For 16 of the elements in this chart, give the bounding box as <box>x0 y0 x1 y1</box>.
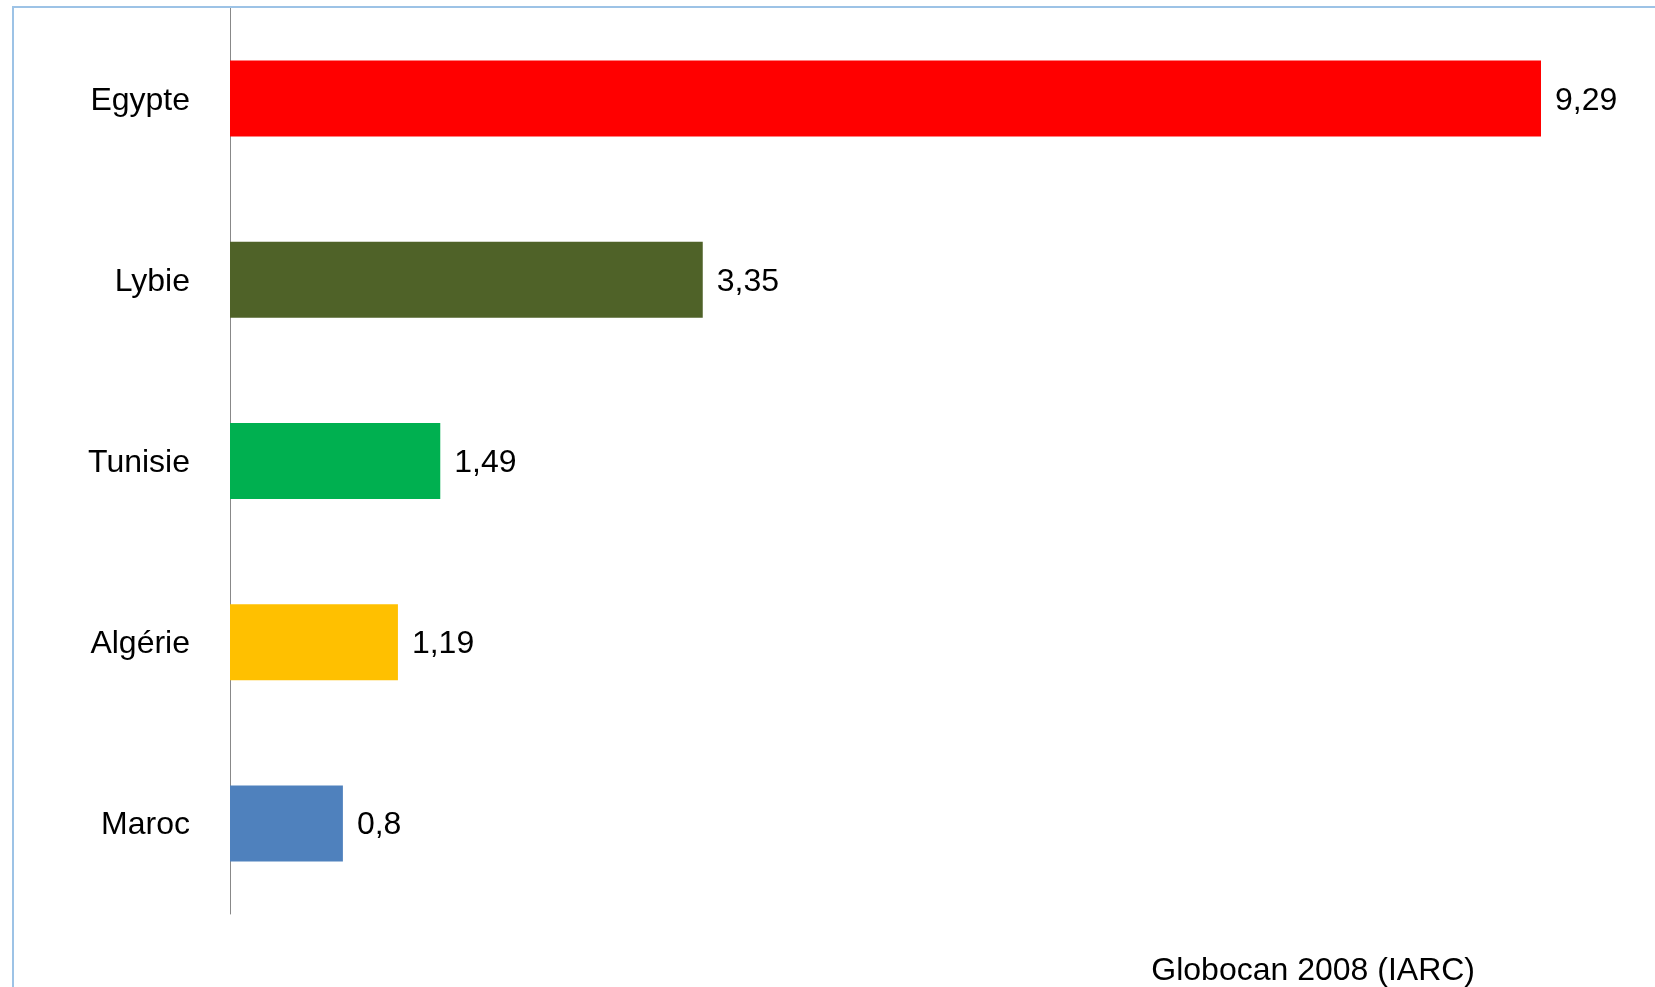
y-tick-label: Tunisie <box>88 443 190 479</box>
bar <box>230 423 441 499</box>
text: Globocan 2008 (IARC) <box>1151 951 1475 987</box>
data-label: 3,35 <box>716 261 780 298</box>
data-label: 0,8 <box>356 805 402 842</box>
bar <box>230 604 398 681</box>
y-tick-label: Lybie <box>114 261 190 298</box>
data-label: 1,49 <box>454 443 517 479</box>
y-tick-label: Algérie <box>90 624 190 661</box>
bar <box>230 241 703 318</box>
y-tick-label: Maroc <box>101 805 190 842</box>
data-label: 9,29 <box>1555 80 1618 117</box>
y-tick-label: Egypte <box>90 80 190 117</box>
bar <box>230 60 1541 137</box>
bar <box>230 785 343 862</box>
data-label: 1,19 <box>411 624 475 661</box>
